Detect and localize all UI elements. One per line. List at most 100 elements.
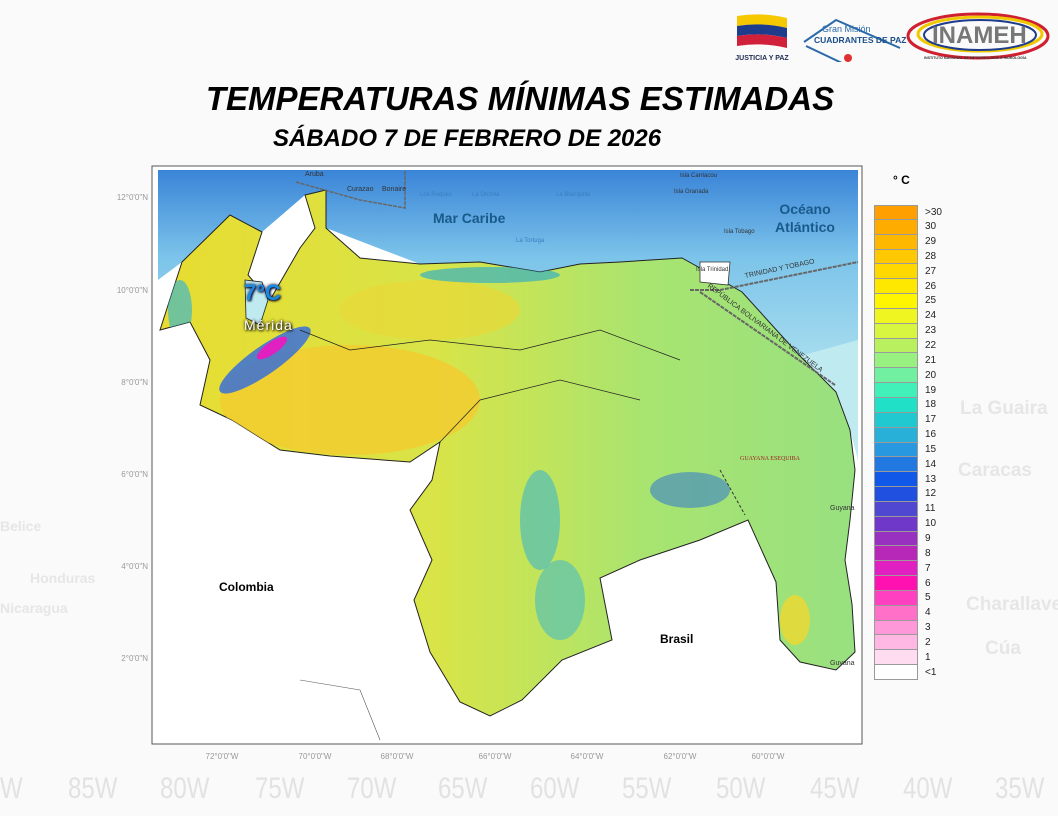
legend-label: 11 — [925, 503, 936, 515]
legend-label: <1 — [925, 666, 937, 678]
bg-place: Charallave — [966, 594, 1058, 615]
legend-label: 4 — [925, 607, 931, 619]
legend-swatch: 10 — [874, 516, 936, 532]
legend-swatch: 18 — [874, 397, 936, 413]
legend-label: 10 — [925, 518, 937, 530]
state-borders — [299, 329, 681, 443]
legend-label: >30 — [925, 207, 942, 219]
label-la-orchila: La Orchila — [472, 192, 500, 198]
temperature-field — [168, 267, 810, 645]
label-carriacou: Isla Carriacou — [680, 173, 718, 179]
legend-swatch: 28 — [874, 249, 936, 265]
legend-label: 15 — [925, 443, 937, 455]
legend-swatch: 13 — [874, 472, 936, 488]
lon-tick-label: 72°0'0"W — [205, 752, 239, 761]
venezuela-flag-icon — [737, 14, 787, 48]
bg-lon-label: W — [0, 772, 23, 805]
inameh-subtext: INSTITUTO NACIONAL DE METEOROLOGÍA E HID… — [924, 56, 1027, 60]
legend-swatch: 15 — [874, 442, 936, 458]
legend-label: 28 — [925, 250, 937, 262]
legend-label: 14 — [925, 458, 937, 470]
bg-lon-label: 85W — [68, 772, 118, 805]
legend-label: 20 — [925, 369, 937, 381]
label-la-tortuga: La Tortuga — [516, 238, 545, 244]
legend-swatch: 16 — [874, 427, 936, 443]
legend-swatch: >30 — [874, 205, 942, 220]
legend-swatch: <1 — [874, 665, 936, 680]
bg-place: Honduras — [30, 570, 96, 586]
justicia-y-paz-text: JUSTICIA Y PAZ — [735, 55, 789, 62]
legend-label: 29 — [925, 236, 937, 248]
page-subtitle: SÁBADO 7 DE FEBRERO DE 2026 — [273, 125, 662, 152]
bg-lon-label: 75W — [255, 772, 305, 805]
inameh-logo: INAMEH INSTITUTO NACIONAL DE METEOROLOGÍ… — [906, 12, 1052, 64]
label-aruba: Aruba — [305, 171, 324, 178]
legend-label: 9 — [925, 532, 931, 544]
legend-label: 21 — [925, 354, 937, 366]
inameh-ring-icon — [906, 12, 1050, 60]
lon-tick-label: 68°0'0"W — [380, 752, 414, 761]
legend-swatch: 22 — [874, 338, 936, 354]
pin-icon — [803, 18, 901, 62]
legend-label: 30 — [925, 221, 937, 233]
legend-swatch: 2 — [874, 635, 931, 651]
label-granada: Isla Granada — [674, 189, 709, 195]
legend-label: 13 — [925, 473, 937, 485]
lake-maracaibo — [244, 279, 269, 326]
trinidad-island — [699, 261, 731, 286]
page-title: TEMPERATURAS MÍNIMAS ESTIMADAS — [205, 80, 835, 117]
lon-tick-label: 60°0'0"W — [751, 752, 785, 761]
label-la-blanquilla: La Blanquilla — [556, 192, 591, 198]
lat-tick-label: 8°0'0"N — [121, 378, 148, 387]
legend-label: 6 — [925, 577, 931, 589]
label-curazao: Curazao — [347, 186, 374, 193]
legend-label: 7 — [925, 562, 931, 574]
legend-label: 5 — [925, 592, 931, 604]
label-oceano-atlantico: Océano Atlántico — [775, 201, 835, 235]
bg-place: Caracas — [958, 460, 1032, 481]
legend-swatch: 26 — [874, 279, 936, 295]
legend-label: 1 — [925, 651, 931, 663]
legend-swatch: 8 — [874, 546, 931, 562]
legend-label: 26 — [925, 280, 937, 292]
maritime-boundary — [295, 170, 406, 209]
andes-cold-zone — [219, 326, 311, 394]
warm-llanos-zone — [220, 345, 480, 455]
bg-lon-label: 70W — [347, 772, 397, 805]
legend-label: 18 — [925, 399, 937, 411]
legend-swatch: 23 — [874, 323, 936, 339]
legend-swatch: 6 — [874, 576, 931, 591]
merida-min-zone — [256, 336, 288, 360]
legend-swatch: 1 — [874, 650, 931, 666]
bg-place: Belice — [0, 518, 42, 534]
label-trinidad: Isla Trinidad — [696, 267, 729, 273]
legend-swatch: 14 — [874, 457, 936, 473]
legend-label: 8 — [925, 547, 931, 559]
lat-tick-label: 6°0'0"N — [121, 470, 148, 479]
label-tobago: Isla Tobago — [724, 229, 755, 235]
lon-tick-label: 70°0'0"W — [298, 752, 332, 761]
bg-lon-label: 50W — [716, 772, 766, 805]
coastal-cordillera-zone — [420, 267, 560, 283]
legend-label: 19 — [925, 384, 937, 396]
bg-place: La Guaira — [960, 398, 1048, 419]
warm-zone — [340, 280, 520, 340]
amazonas-highland-zone — [535, 560, 585, 640]
bg-lon-label: 55W — [622, 772, 672, 805]
lon-tick-label: 66°0'0"W — [478, 752, 512, 761]
legend-label: 23 — [925, 325, 937, 337]
guayana-highland-zone — [650, 472, 730, 508]
warm-zone — [780, 595, 810, 645]
bg-lon-label: 60W — [530, 772, 580, 805]
legend-swatch: 17 — [874, 412, 936, 428]
caribbean-sea — [158, 170, 858, 420]
legend-swatch: 30 — [874, 219, 936, 235]
gran-mision-text: Gran Misión — [822, 24, 871, 34]
lat-tick-label: 10°0'0"N — [116, 286, 148, 295]
legend-swatch: 5 — [874, 590, 931, 606]
bg-lon-label: 35W — [995, 772, 1045, 805]
legend-swatch: 7 — [874, 561, 931, 577]
label-bonaire: Bonaire — [382, 186, 407, 193]
lat-tick-label: 12°0'0"N — [116, 193, 148, 202]
